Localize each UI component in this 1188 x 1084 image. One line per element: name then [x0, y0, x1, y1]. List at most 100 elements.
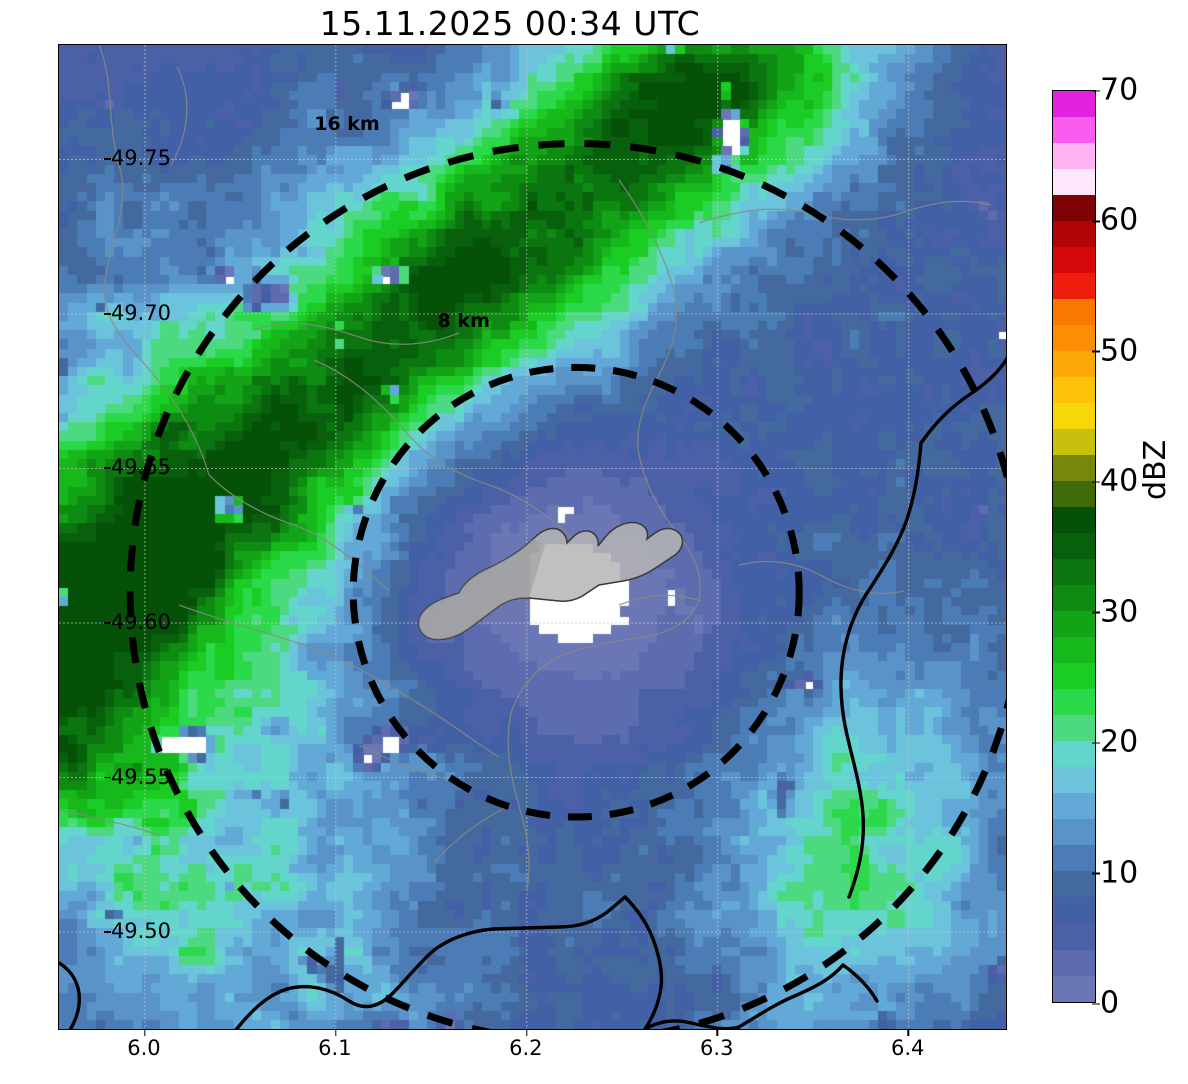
colorbar-tick-mark	[1092, 350, 1100, 353]
x-axis-tick-label: 6.0	[127, 1029, 161, 1060]
colorbar-band	[1053, 767, 1095, 794]
radar-plot[interactable]	[58, 44, 1007, 1030]
page-title: 15.11.2025 00:34 UTC	[319, 4, 701, 43]
colorbar-band	[1053, 559, 1095, 586]
river-line	[507, 712, 530, 891]
y-axis-tick-label: 49.65	[103, 455, 171, 479]
x-tick-mark	[334, 1029, 337, 1036]
colorbar-band	[1053, 715, 1095, 742]
river-line	[313, 359, 490, 486]
colorbar-band	[1053, 585, 1095, 612]
colorbar-band	[1053, 117, 1095, 144]
river-line	[638, 454, 701, 601]
colorbar-band	[1053, 429, 1095, 456]
map-overlay-layer	[59, 45, 1006, 1029]
x-tick-mark	[716, 1029, 719, 1036]
colorbar-band	[1053, 377, 1095, 404]
colorbar-tick-label: 40	[1092, 464, 1138, 499]
river-line	[178, 604, 500, 758]
colorbar-band	[1053, 247, 1095, 274]
river-line	[618, 179, 678, 456]
country-border	[623, 895, 664, 1029]
colorbar-band	[1053, 455, 1095, 482]
y-tick-mark	[103, 776, 111, 779]
colorbar-tick-label: 30	[1092, 594, 1138, 629]
colorbar-tick-label: 10	[1092, 855, 1138, 890]
range-ring-label: 16 km	[314, 113, 380, 136]
colorbar-band	[1053, 143, 1095, 170]
country-border	[869, 441, 923, 589]
radar-reflectivity-layer	[59, 45, 1006, 1029]
range-ring-label: 8 km	[437, 310, 490, 333]
colorbar-band	[1053, 637, 1095, 664]
country-border	[737, 963, 845, 1029]
colorbar-tick-mark	[1092, 872, 1100, 875]
y-axis-tick-label: 49.50	[103, 919, 171, 943]
colorbar-band	[1053, 221, 1095, 248]
x-axis-tick-label: 6.4	[891, 1029, 924, 1060]
river-line	[488, 484, 575, 541]
colorbar-tick-mark	[1092, 481, 1100, 483]
colorbar-band	[1053, 91, 1095, 118]
colorbar-tick-label: 60	[1092, 203, 1138, 238]
colorbar-band	[1053, 871, 1095, 898]
y-axis-tick-label: 49.75	[103, 146, 171, 170]
colorbar-tick-label: 50	[1092, 333, 1138, 368]
x-axis-tick-label: 6.2	[509, 1029, 543, 1060]
colorbar-band	[1053, 351, 1095, 378]
river-line	[698, 200, 992, 224]
colorbar-band	[1053, 533, 1095, 560]
river-line	[510, 599, 700, 714]
colorbar-band	[1053, 689, 1095, 716]
river-line	[433, 804, 512, 864]
y-tick-mark	[103, 467, 111, 470]
y-axis-tick-label: 49.70	[103, 301, 171, 325]
country-border	[841, 963, 879, 1003]
river-line	[208, 474, 390, 591]
colorbar-band	[1053, 845, 1095, 872]
colorbar-band	[1053, 923, 1095, 950]
x-axis-tick-label: 6.1	[318, 1029, 352, 1060]
y-tick-mark	[103, 312, 111, 315]
river-line	[358, 744, 452, 781]
river-line	[59, 809, 160, 836]
colorbar-band	[1053, 195, 1095, 222]
y-axis-tick-label: 49.60	[103, 610, 171, 634]
colorbar-tick-mark	[1092, 90, 1100, 92]
y-tick-mark	[103, 622, 111, 624]
y-tick-mark	[103, 931, 111, 933]
colorbar-band	[1053, 403, 1095, 430]
colorbar[interactable]	[1052, 90, 1096, 1003]
colorbar-band	[1053, 273, 1095, 300]
colorbar-band	[1053, 975, 1095, 1002]
colorbar-band	[1053, 481, 1095, 508]
river-line	[170, 66, 188, 166]
colorbar-band	[1053, 897, 1095, 924]
range-ring-16km	[126, 140, 1006, 1029]
colorbar-band	[1053, 325, 1095, 352]
colorbar-band	[1053, 741, 1095, 768]
y-axis-tick-label: 49.55	[103, 765, 171, 789]
colorbar-tick-label: 20	[1092, 725, 1138, 760]
colorbar-axis-label: dBZ	[1138, 439, 1173, 500]
colorbar-band	[1053, 611, 1095, 638]
colorbar-tick-mark	[1092, 220, 1100, 223]
river-line	[98, 45, 210, 476]
colorbar-band	[1053, 819, 1095, 846]
colorbar-tick-label: 70	[1092, 73, 1138, 108]
colorbar-band	[1053, 793, 1095, 820]
country-border	[643, 1019, 741, 1029]
colorbar-tick-label: 0	[1092, 986, 1119, 1021]
country-border	[59, 961, 81, 1029]
colorbar-band	[1053, 663, 1095, 690]
range-ring-8km	[349, 363, 803, 821]
x-tick-mark	[525, 1029, 528, 1036]
x-tick-mark	[143, 1029, 146, 1036]
country-border	[234, 895, 627, 1029]
colorbar-tick-mark	[1092, 611, 1100, 614]
country-border	[839, 585, 873, 899]
colorbar-tick-mark	[1092, 1003, 1100, 1005]
colorbar-band	[1053, 949, 1095, 976]
river-line	[618, 594, 702, 606]
colorbar-tick-mark	[1092, 742, 1100, 744]
